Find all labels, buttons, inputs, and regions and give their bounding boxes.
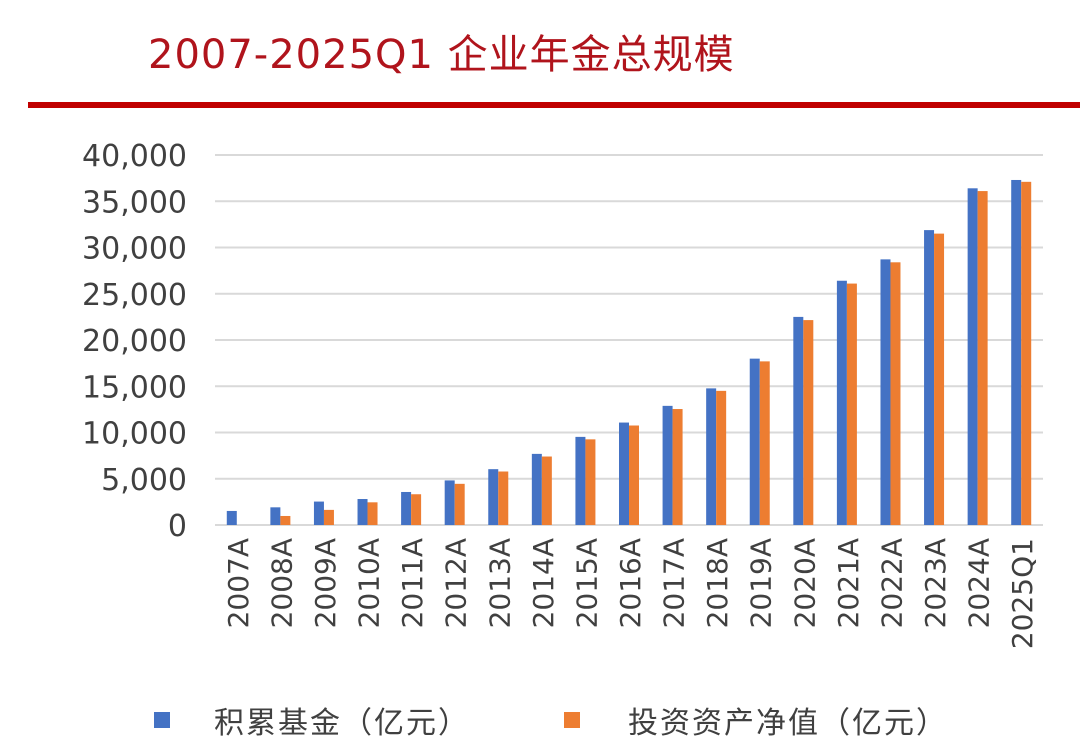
y-tick-label: 10,000 <box>82 417 187 452</box>
bar-series-1-2015A <box>575 436 586 525</box>
bar-series-1-2018A <box>706 388 717 525</box>
x-tick-label: 2021A <box>832 538 865 628</box>
bar-series-1-2024A <box>967 188 978 526</box>
x-axis-tick-labels: 2007A 2008A 2009A 2010A 2011A 2012A 2013A 2014A… <box>222 538 1039 649</box>
bar-series-1-2023A <box>924 230 935 526</box>
x-tick-label: 2008A <box>265 538 298 628</box>
bar-series-2-2018A <box>716 390 727 525</box>
title-divider <box>28 102 1080 108</box>
page-title: 2007-2025Q1 企业年金总规模 <box>148 32 735 78</box>
bar-series-1-2011A <box>401 491 412 525</box>
bar-series-2-2024A <box>977 191 988 525</box>
bar-series-2-2013A <box>498 471 509 525</box>
bar-series-1-2022A <box>880 259 891 525</box>
bar-series-2-2010A <box>367 502 378 525</box>
bar-series-2-2015A <box>585 439 596 525</box>
y-tick-label: 30,000 <box>82 232 187 267</box>
bar-series-2-2021A <box>846 283 857 525</box>
bar-series-2-2016A <box>629 425 639 525</box>
x-tick-label: 2018A <box>701 538 734 628</box>
y-tick-label: 20,000 <box>82 324 187 359</box>
bar-series-2-2025Q1 <box>1021 181 1032 525</box>
x-tick-label: 2023A <box>919 538 952 628</box>
bars <box>226 179 1032 526</box>
bar-series-1-2012A <box>444 480 455 525</box>
bar-series-1-2025Q1 <box>1011 179 1022 525</box>
x-tick-label: 2009A <box>309 538 342 628</box>
bar-series-2-2008A <box>280 515 291 525</box>
bar-series-2-2019A <box>759 361 770 525</box>
bar-series-1-2007A <box>226 510 237 525</box>
bar-series-1-2021A <box>836 280 847 525</box>
x-tick-label: 2022A <box>875 538 908 628</box>
legend-label-series-2: 投资资产净值（亿元） <box>628 706 948 741</box>
bar-series-2-2014A <box>541 456 552 525</box>
bar-series-1-2008A <box>270 507 281 525</box>
bar-series-2-2022A <box>890 262 901 525</box>
x-tick-label: 2024A <box>963 538 996 628</box>
bar-series-2-2020A <box>803 320 814 525</box>
bar-series-1-2014A <box>531 453 542 525</box>
legend-item-series-2: 投资资产净值（亿元） <box>564 698 948 742</box>
x-tick-label: 2020A <box>788 538 821 628</box>
x-tick-label: 2019A <box>745 538 778 628</box>
x-tick-label: 2014A <box>527 538 560 628</box>
bar-series-2-2011A <box>411 494 422 525</box>
legend-swatch-series-1 <box>154 712 170 728</box>
bar-series-1-2017A <box>662 405 673 525</box>
x-tick-label: 2012A <box>440 538 473 628</box>
bar-series-1-2009A <box>313 501 324 525</box>
bar-series-2-2012A <box>454 483 465 525</box>
legend-swatch-series-2 <box>564 712 580 728</box>
x-tick-label: 2015A <box>570 538 603 628</box>
bar-series-1-2020A <box>793 316 804 525</box>
bar-series-2-2009A <box>323 509 334 525</box>
x-tick-label: 2011A <box>396 538 429 628</box>
x-tick-label: 2025Q1 <box>1006 538 1039 649</box>
bar-series-1-2013A <box>488 469 499 525</box>
bar-series-1-2016A <box>619 422 629 525</box>
x-tick-label: 2013A <box>483 538 516 628</box>
x-tick-label: 2016A <box>614 538 647 628</box>
bar-series-2-2017A <box>672 409 683 525</box>
x-tick-label: 2010A <box>353 538 386 628</box>
bar-series-1-2019A <box>749 358 760 525</box>
y-tick-label: 0 <box>168 509 187 544</box>
grid-lines <box>215 154 1043 526</box>
legend-item-series-1: 积累基金（亿元） <box>154 698 470 742</box>
y-axis-tick-labels: 0 5,000 10,000 15,000 20,000 25,000 30,000 35,0… <box>82 139 187 544</box>
bar-series-2-2023A <box>934 233 945 525</box>
legend-label-series-1: 积累基金（亿元） <box>214 706 470 741</box>
y-tick-label: 15,000 <box>82 370 187 405</box>
y-tick-label: 5,000 <box>101 463 187 498</box>
bar-series-1-2010A <box>357 499 368 525</box>
y-tick-label: 40,000 <box>82 139 187 174</box>
x-tick-label: 2007A <box>222 538 255 628</box>
y-tick-label: 35,000 <box>82 185 187 220</box>
y-tick-label: 25,000 <box>82 278 187 313</box>
x-tick-label: 2017A <box>658 538 691 628</box>
